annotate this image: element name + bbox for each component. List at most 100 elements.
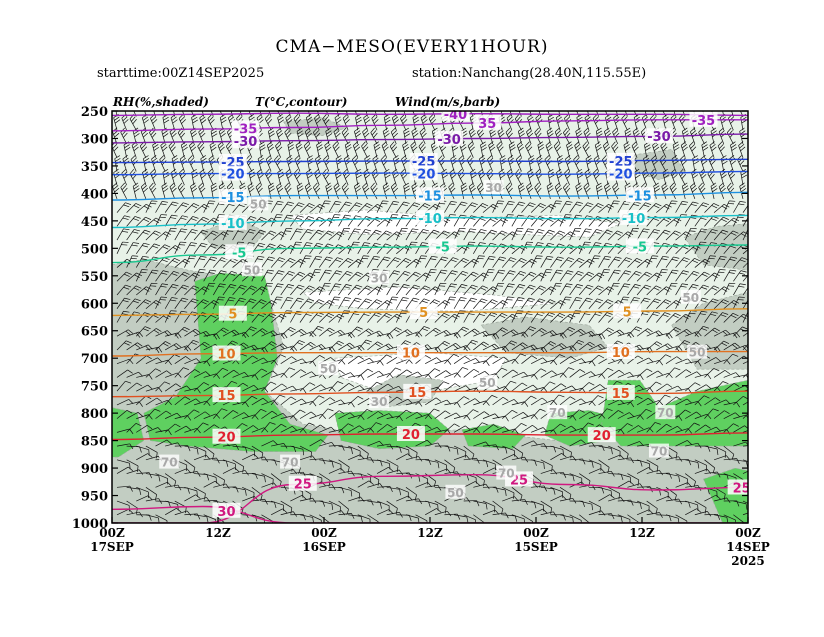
rh-contour-label: 50 <box>250 197 267 211</box>
wind-barb <box>193 255 207 268</box>
wind-barb <box>155 244 171 255</box>
y-tick-label: 700 <box>81 352 108 367</box>
wind-barb <box>370 182 378 200</box>
wind-barb <box>287 141 295 158</box>
y-tick-label: 800 <box>81 407 108 422</box>
wind-barb <box>704 216 719 227</box>
wind-barb <box>164 258 180 268</box>
wind-barb <box>338 214 351 227</box>
wind-barb <box>482 229 498 241</box>
wind-barb <box>463 228 477 241</box>
wind-barb <box>469 168 477 186</box>
rh-contour-label: 70 <box>657 406 674 420</box>
wind-barb <box>646 229 661 241</box>
station-label: station:Nanchang(28.40N,115.55E) <box>412 66 647 81</box>
wind-barb <box>578 228 592 241</box>
wind-barb <box>341 182 349 200</box>
wind-barb <box>701 141 709 158</box>
wind-barb <box>140 182 148 200</box>
rh-region <box>200 217 266 249</box>
wind-barb <box>694 202 709 213</box>
wind-barb <box>155 214 168 227</box>
wind-barb <box>193 229 209 241</box>
wind-barb <box>514 114 523 131</box>
chart-title: CMA−MESO(EVERY1HOUR) <box>275 37 549 57</box>
wind-barb <box>268 182 275 199</box>
wind-barb <box>492 200 505 213</box>
wind-barb <box>521 228 534 241</box>
wind-barb <box>386 214 399 227</box>
wind-barb <box>371 168 379 186</box>
wind-barb <box>115 111 118 117</box>
x-tick-hour: 00Z <box>99 526 125 540</box>
wind-barb <box>342 113 350 131</box>
temp-contour-label: -15 <box>628 189 652 204</box>
temp-contour-label: 15 <box>612 387 630 402</box>
wind-barb <box>318 256 333 268</box>
wind-barb <box>299 229 314 241</box>
wind-barb <box>344 141 352 158</box>
wind-barb <box>650 168 658 186</box>
wind-barb <box>376 230 392 241</box>
wind-barb <box>280 201 295 213</box>
wind-barb <box>730 141 737 158</box>
wind-barb <box>632 127 640 145</box>
wind-barb <box>203 230 219 241</box>
wind-barb <box>530 229 545 241</box>
wind-barb <box>534 182 542 200</box>
wind-barb <box>203 200 216 213</box>
wind-barb <box>678 168 687 186</box>
wind-barb <box>441 168 448 186</box>
wind-barb <box>386 201 400 213</box>
wind-barb <box>575 182 583 199</box>
wind-barb <box>480 141 487 158</box>
wind-barb <box>277 111 282 117</box>
rh-contour-label: 50 <box>447 486 464 500</box>
rh-region <box>683 223 748 271</box>
wind-barb <box>390 127 399 145</box>
y-tick-label: 350 <box>81 160 108 175</box>
wind-barb <box>525 141 533 158</box>
wind-barb <box>566 141 574 158</box>
wind-barb <box>521 241 533 254</box>
wind-barb <box>444 201 457 213</box>
wind-barb <box>304 127 312 145</box>
wind-barb <box>347 202 363 213</box>
wind-barb <box>704 203 720 213</box>
wind-barb <box>468 182 476 200</box>
wind-barb <box>135 229 151 241</box>
temp-contour-label: -30 <box>437 133 461 148</box>
wind-barb <box>316 141 323 158</box>
rh-contour-label: 50 <box>320 362 337 376</box>
wind-barb <box>318 200 331 213</box>
wind-barb <box>511 227 524 241</box>
wind-barb <box>203 243 218 255</box>
rh-contour-label: 50 <box>479 376 496 390</box>
rh-region <box>112 407 145 458</box>
wind-barb <box>370 127 378 145</box>
wind-barb <box>135 255 149 268</box>
wind-barb <box>261 243 276 255</box>
wind-barb <box>473 203 489 213</box>
x-tick-hour: 00Z <box>523 526 549 540</box>
wind-barb <box>530 203 546 213</box>
wind-barb <box>453 227 466 241</box>
wind-barb <box>460 182 468 199</box>
wind-barb <box>469 111 474 117</box>
rh-contour-label: 30 <box>485 181 502 195</box>
y-tick-label: 850 <box>81 435 108 450</box>
wind-barb <box>169 182 177 200</box>
x-tick-hour: 12Z <box>629 526 655 540</box>
wind-barb <box>333 127 341 145</box>
temp-contour-label: 10 <box>217 348 235 363</box>
wind-barb <box>219 113 227 131</box>
wind-barb <box>208 155 216 172</box>
wind-barb <box>116 215 131 227</box>
wind-barb <box>198 182 206 200</box>
starttime-label: starttime:00Z14SEP2025 <box>97 66 265 81</box>
wind-barb <box>595 182 603 199</box>
wind-barb <box>382 182 390 199</box>
wind-barb <box>505 182 513 200</box>
